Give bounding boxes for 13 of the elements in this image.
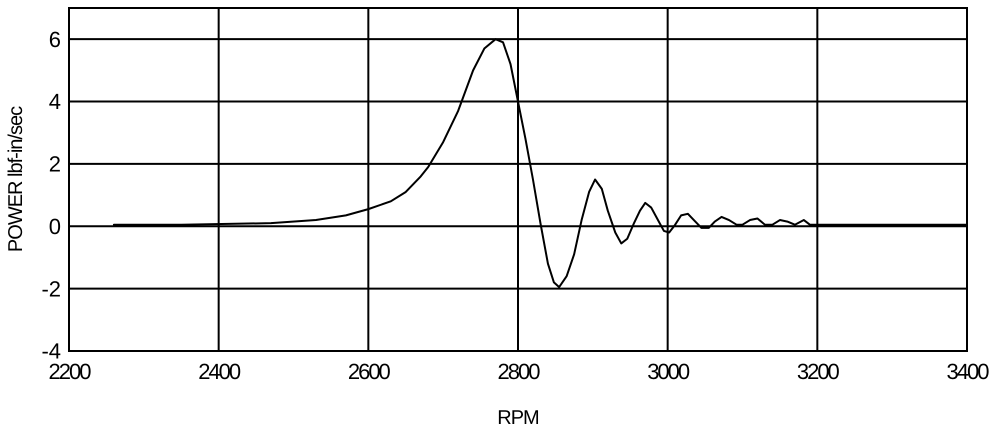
- x-tick-label: 2400: [198, 359, 241, 384]
- x-tick-label: 2800: [498, 359, 540, 384]
- x-axis-title: RPM: [497, 407, 540, 429]
- x-tick-label: 2600: [348, 359, 391, 384]
- y-tick-label: -2: [41, 276, 61, 302]
- y-tick-label: 6: [48, 26, 61, 52]
- y-tick-label: 4: [48, 89, 61, 114]
- y-tick-label: 2: [48, 152, 61, 177]
- x-tick-label: 3400: [946, 359, 990, 384]
- x-tick-label: 3000: [647, 359, 690, 384]
- y-tick-label: 0: [48, 214, 61, 239]
- y-axis-title: POWER lbf-in/sec: [5, 106, 27, 252]
- x-tick-label: 3200: [796, 359, 840, 384]
